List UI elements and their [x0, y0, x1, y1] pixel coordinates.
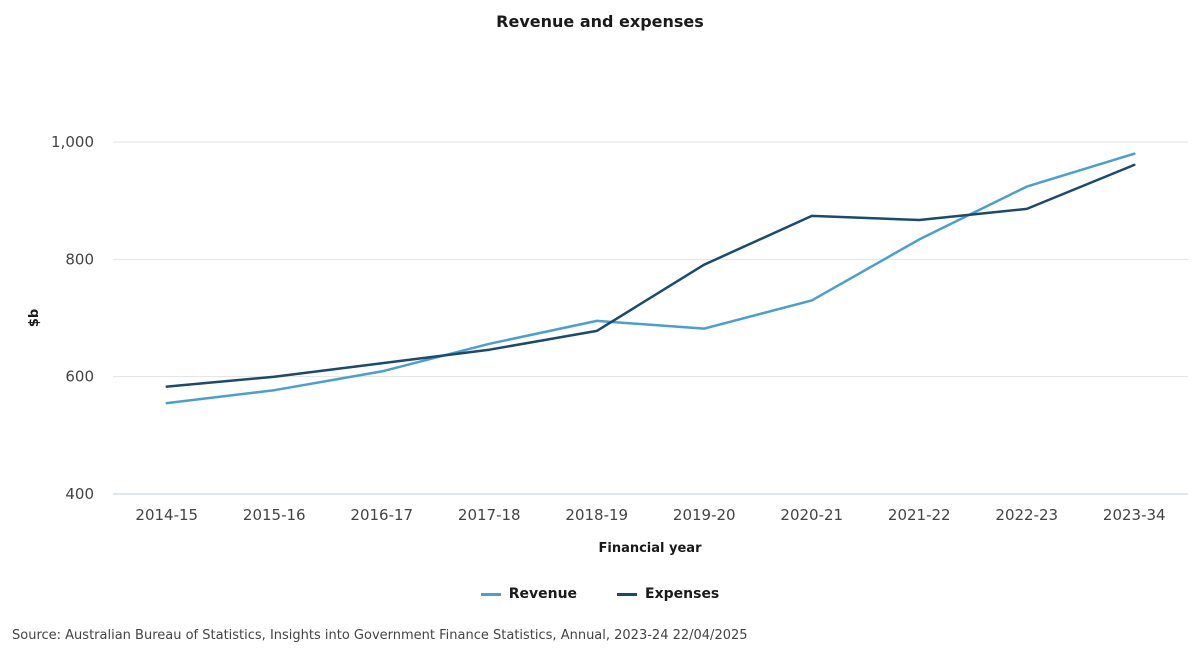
- data-point-revenue[interactable]: [161, 397, 173, 409]
- y-tick-label: 1,000: [51, 133, 94, 151]
- x-axis-ticks: 2014-15 2015-16 2016-17 2017-18 2018-19 2019-…: [135, 506, 1165, 524]
- legend-item-revenue[interactable]: Revenue: [480, 586, 578, 602]
- data-point-expenses[interactable]: [591, 325, 603, 337]
- data-point-revenue[interactable]: [913, 233, 925, 245]
- x-tick-label: 2016-17: [350, 506, 413, 524]
- x-tick-label: 2015-16: [243, 506, 306, 524]
- x-tick-label: 2023-34: [1103, 506, 1166, 524]
- x-tick-label: 2018-19: [565, 506, 628, 524]
- legend-label-expenses: Expenses: [645, 586, 720, 602]
- data-point-expenses[interactable]: [698, 259, 710, 271]
- chart-title: Revenue and expenses: [496, 12, 704, 31]
- data-point-expenses[interactable]: [483, 344, 495, 356]
- x-tick-label: 2019-20: [673, 506, 736, 524]
- y-tick-label: 600: [65, 368, 94, 386]
- legend-swatch-revenue: [480, 592, 501, 596]
- series-line-revenue[interactable]: [165, 152, 1136, 405]
- x-axis-title: Financial year: [598, 541, 702, 556]
- data-point-expenses[interactable]: [913, 214, 925, 226]
- legend-swatch-expenses: [617, 592, 638, 596]
- source-note: Source: Australian Bureau of Statistics,…: [12, 628, 748, 643]
- series-lines: [161, 148, 1140, 409]
- data-point-expenses[interactable]: [806, 210, 818, 222]
- x-tick-label: 2022-23: [995, 506, 1058, 524]
- data-point-expenses[interactable]: [161, 381, 173, 393]
- y-tick-label: 400: [65, 485, 94, 503]
- x-tick-label: 2021-22: [888, 506, 951, 524]
- data-point-revenue[interactable]: [698, 323, 710, 335]
- data-point-expenses[interactable]: [268, 371, 280, 383]
- x-tick-label: 2017-18: [458, 506, 521, 524]
- data-point-expenses[interactable]: [1021, 203, 1033, 215]
- x-tick-label: 2014-15: [135, 506, 198, 524]
- data-point-revenue[interactable]: [268, 384, 280, 396]
- data-point-revenue[interactable]: [806, 294, 818, 306]
- series-line-expenses[interactable]: [165, 163, 1136, 388]
- y-tick-label: 800: [65, 250, 94, 268]
- y-axis-title: $b: [27, 309, 42, 327]
- gridlines: [113, 141, 1188, 495]
- legend: Revenue Expenses: [0, 586, 1200, 602]
- data-point-expenses[interactable]: [376, 357, 388, 369]
- data-point-expenses[interactable]: [1128, 159, 1140, 171]
- legend-item-expenses[interactable]: Expenses: [617, 586, 719, 602]
- y-axis-ticks: 400 600 800 1,000: [51, 133, 94, 503]
- x-tick-label: 2020-21: [780, 506, 843, 524]
- data-point-revenue[interactable]: [1021, 181, 1033, 193]
- legend-label-revenue: Revenue: [508, 586, 578, 602]
- data-point-revenue[interactable]: [1128, 148, 1140, 160]
